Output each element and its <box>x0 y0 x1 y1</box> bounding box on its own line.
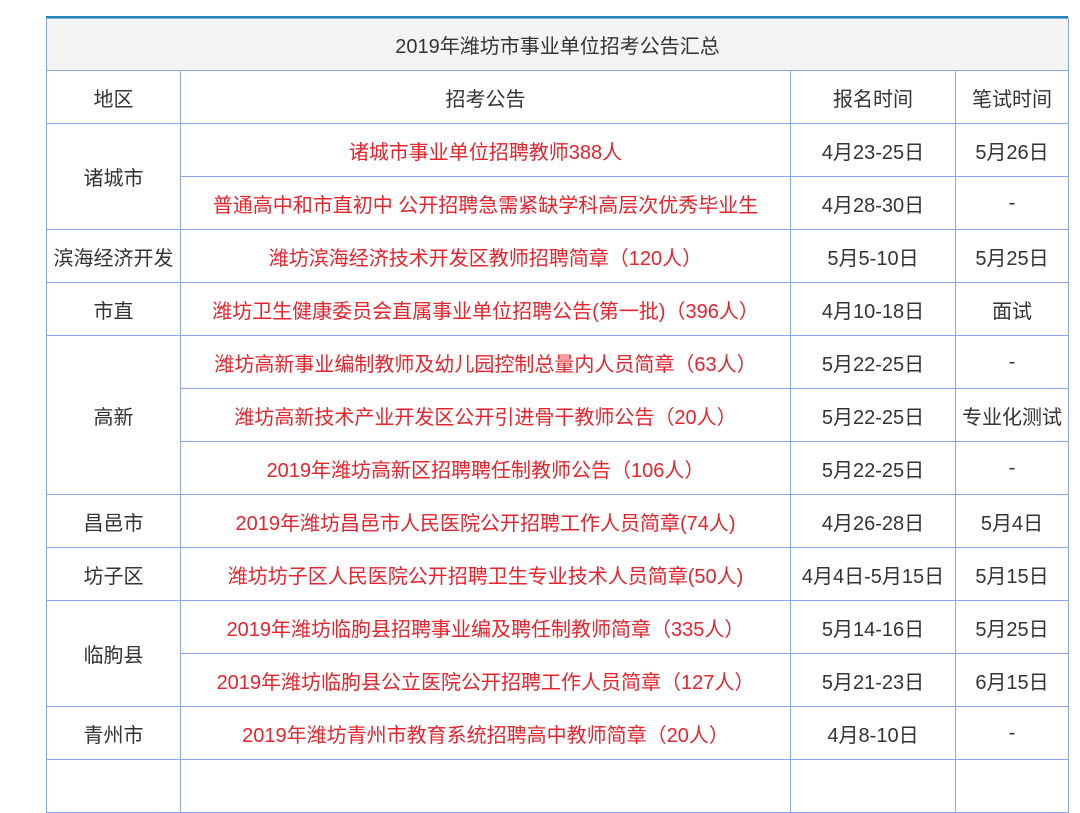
region-cell: 诸城市 <box>46 123 181 230</box>
exam-time: 专业化测试 <box>955 388 1069 442</box>
region-cell: 高新 <box>46 335 181 495</box>
exam-time: 面试 <box>955 282 1069 336</box>
header-row: 地区 招考公告 报名时间 笔试时间 <box>46 70 1069 124</box>
empty-cell <box>46 759 181 813</box>
signup-time: 5月5-10日 <box>790 229 956 283</box>
notice-link[interactable]: 2019年潍坊临朐县招聘事业编及聘任制教师简章（335人） <box>180 600 791 654</box>
signup-time: 5月22-25日 <box>790 441 956 495</box>
signup-time: 4月10-18日 <box>790 282 956 336</box>
table-row: 青州市 2019年潍坊青州市教育系统招聘高中教师简章（20人） 4月8-10日 - <box>46 706 1069 760</box>
table-row: 临朐县 2019年潍坊临朐县招聘事业编及聘任制教师简章（335人） 5月14-16日… <box>46 600 1069 707</box>
table-row: 滨海经济开发 潍坊滨海经济技术开发区教师招聘简章（120人） 5月5-10日 5月25… <box>46 229 1069 283</box>
table-row: 昌邑市 2019年潍坊昌邑市人民医院公开招聘工作人员简章(74人) 4月26-28日… <box>46 494 1069 548</box>
notice-link[interactable]: 潍坊卫生健康委员会直属事业单位招聘公告(第一批)（396人） <box>180 282 791 336</box>
empty-cell <box>790 759 956 813</box>
region-cell: 坊子区 <box>46 547 181 601</box>
table-row <box>46 759 1069 813</box>
region-cell: 市直 <box>46 282 181 336</box>
exam-time: 5月4日 <box>955 494 1069 548</box>
notice-link[interactable]: 潍坊高新技术产业开发区公开引进骨干教师公告（20人） <box>180 388 791 442</box>
notice-link[interactable]: 2019年潍坊高新区招聘聘任制教师公告（106人） <box>180 441 791 495</box>
recruitment-table: 2019年潍坊市事业单位招考公告汇总 地区 招考公告 报名时间 笔试时间 诸城市… <box>46 18 1069 813</box>
recruitment-summary: 2019年潍坊市事业单位招考公告汇总 地区 招考公告 报名时间 笔试时间 诸城市… <box>46 16 1069 813</box>
signup-time: 4月8-10日 <box>790 706 956 760</box>
notice-link[interactable]: 2019年潍坊青州市教育系统招聘高中教师简章（20人） <box>180 706 791 760</box>
table-row: 普通高中和市直初中 公开招聘急需紧缺学科高层次优秀毕业生 4月28-30日 - <box>47 176 1069 230</box>
table-row: 2019年潍坊临朐县公立医院公开招聘工作人员简章（127人） 5月21-23日 6月… <box>47 653 1069 707</box>
signup-time: 4月26-28日 <box>790 494 956 548</box>
notice-link[interactable]: 潍坊坊子区人民医院公开招聘卫生专业技术人员简章(50人) <box>180 547 791 601</box>
notice-link[interactable]: 潍坊高新事业编制教师及幼儿园控制总量内人员简章（63人） <box>180 335 791 389</box>
empty-cell <box>180 759 791 813</box>
signup-time: 5月22-25日 <box>790 335 956 389</box>
header-region: 地区 <box>46 70 181 124</box>
table-title: 2019年潍坊市事业单位招考公告汇总 <box>46 18 1069 71</box>
signup-time: 5月14-16日 <box>790 600 956 654</box>
notice-link[interactable]: 诸城市事业单位招聘教师388人 <box>180 123 791 177</box>
header-exam: 笔试时间 <box>955 70 1069 124</box>
signup-time: 4月23-25日 <box>790 123 956 177</box>
table-row: 坊子区 潍坊坊子区人民医院公开招聘卫生专业技术人员简章(50人) 4月4日-5月15… <box>46 547 1069 601</box>
signup-time: 5月21-23日 <box>790 653 956 707</box>
table-row: 诸城市 诸城市事业单位招聘教师388人 4月23-25日 5月26日 <box>46 123 1069 230</box>
exam-time: - <box>955 441 1069 495</box>
top-border <box>46 16 1068 18</box>
exam-time: 5月26日 <box>955 123 1069 177</box>
exam-time: 5月25日 <box>955 600 1069 654</box>
exam-time: 5月25日 <box>955 229 1069 283</box>
table-row: 高新 潍坊高新事业编制教师及幼儿园控制总量内人员简章（63人） 5月22-25日 - <box>46 335 1069 495</box>
exam-time: 6月15日 <box>955 653 1069 707</box>
signup-time: 4月28-30日 <box>790 176 956 230</box>
exam-time: - <box>955 335 1069 389</box>
empty-cell <box>955 759 1069 813</box>
notice-link[interactable]: 2019年潍坊临朐县公立医院公开招聘工作人员简章（127人） <box>180 653 791 707</box>
exam-time: 5月15日 <box>955 547 1069 601</box>
signup-time: 4月4日-5月15日 <box>790 547 956 601</box>
exam-time: - <box>955 176 1069 230</box>
region-cell: 临朐县 <box>46 600 181 707</box>
signup-time: 5月22-25日 <box>790 388 956 442</box>
header-notice: 招考公告 <box>180 70 791 124</box>
exam-time: - <box>955 706 1069 760</box>
table-row: 市直 潍坊卫生健康委员会直属事业单位招聘公告(第一批)（396人） 4月10-18日… <box>46 282 1069 336</box>
header-signup: 报名时间 <box>790 70 956 124</box>
notice-link[interactable]: 2019年潍坊昌邑市人民医院公开招聘工作人员简章(74人) <box>180 494 791 548</box>
table-row: 2019年潍坊高新区招聘聘任制教师公告（106人） 5月22-25日 - <box>47 441 1069 495</box>
notice-link[interactable]: 普通高中和市直初中 公开招聘急需紧缺学科高层次优秀毕业生 <box>180 176 791 230</box>
region-cell: 滨海经济开发 <box>46 229 181 283</box>
region-cell: 青州市 <box>46 706 181 760</box>
notice-link[interactable]: 潍坊滨海经济技术开发区教师招聘简章（120人） <box>180 229 791 283</box>
table-row: 潍坊高新技术产业开发区公开引进骨干教师公告（20人） 5月22-25日 专业化测试 <box>47 388 1069 442</box>
region-cell: 昌邑市 <box>46 494 181 548</box>
